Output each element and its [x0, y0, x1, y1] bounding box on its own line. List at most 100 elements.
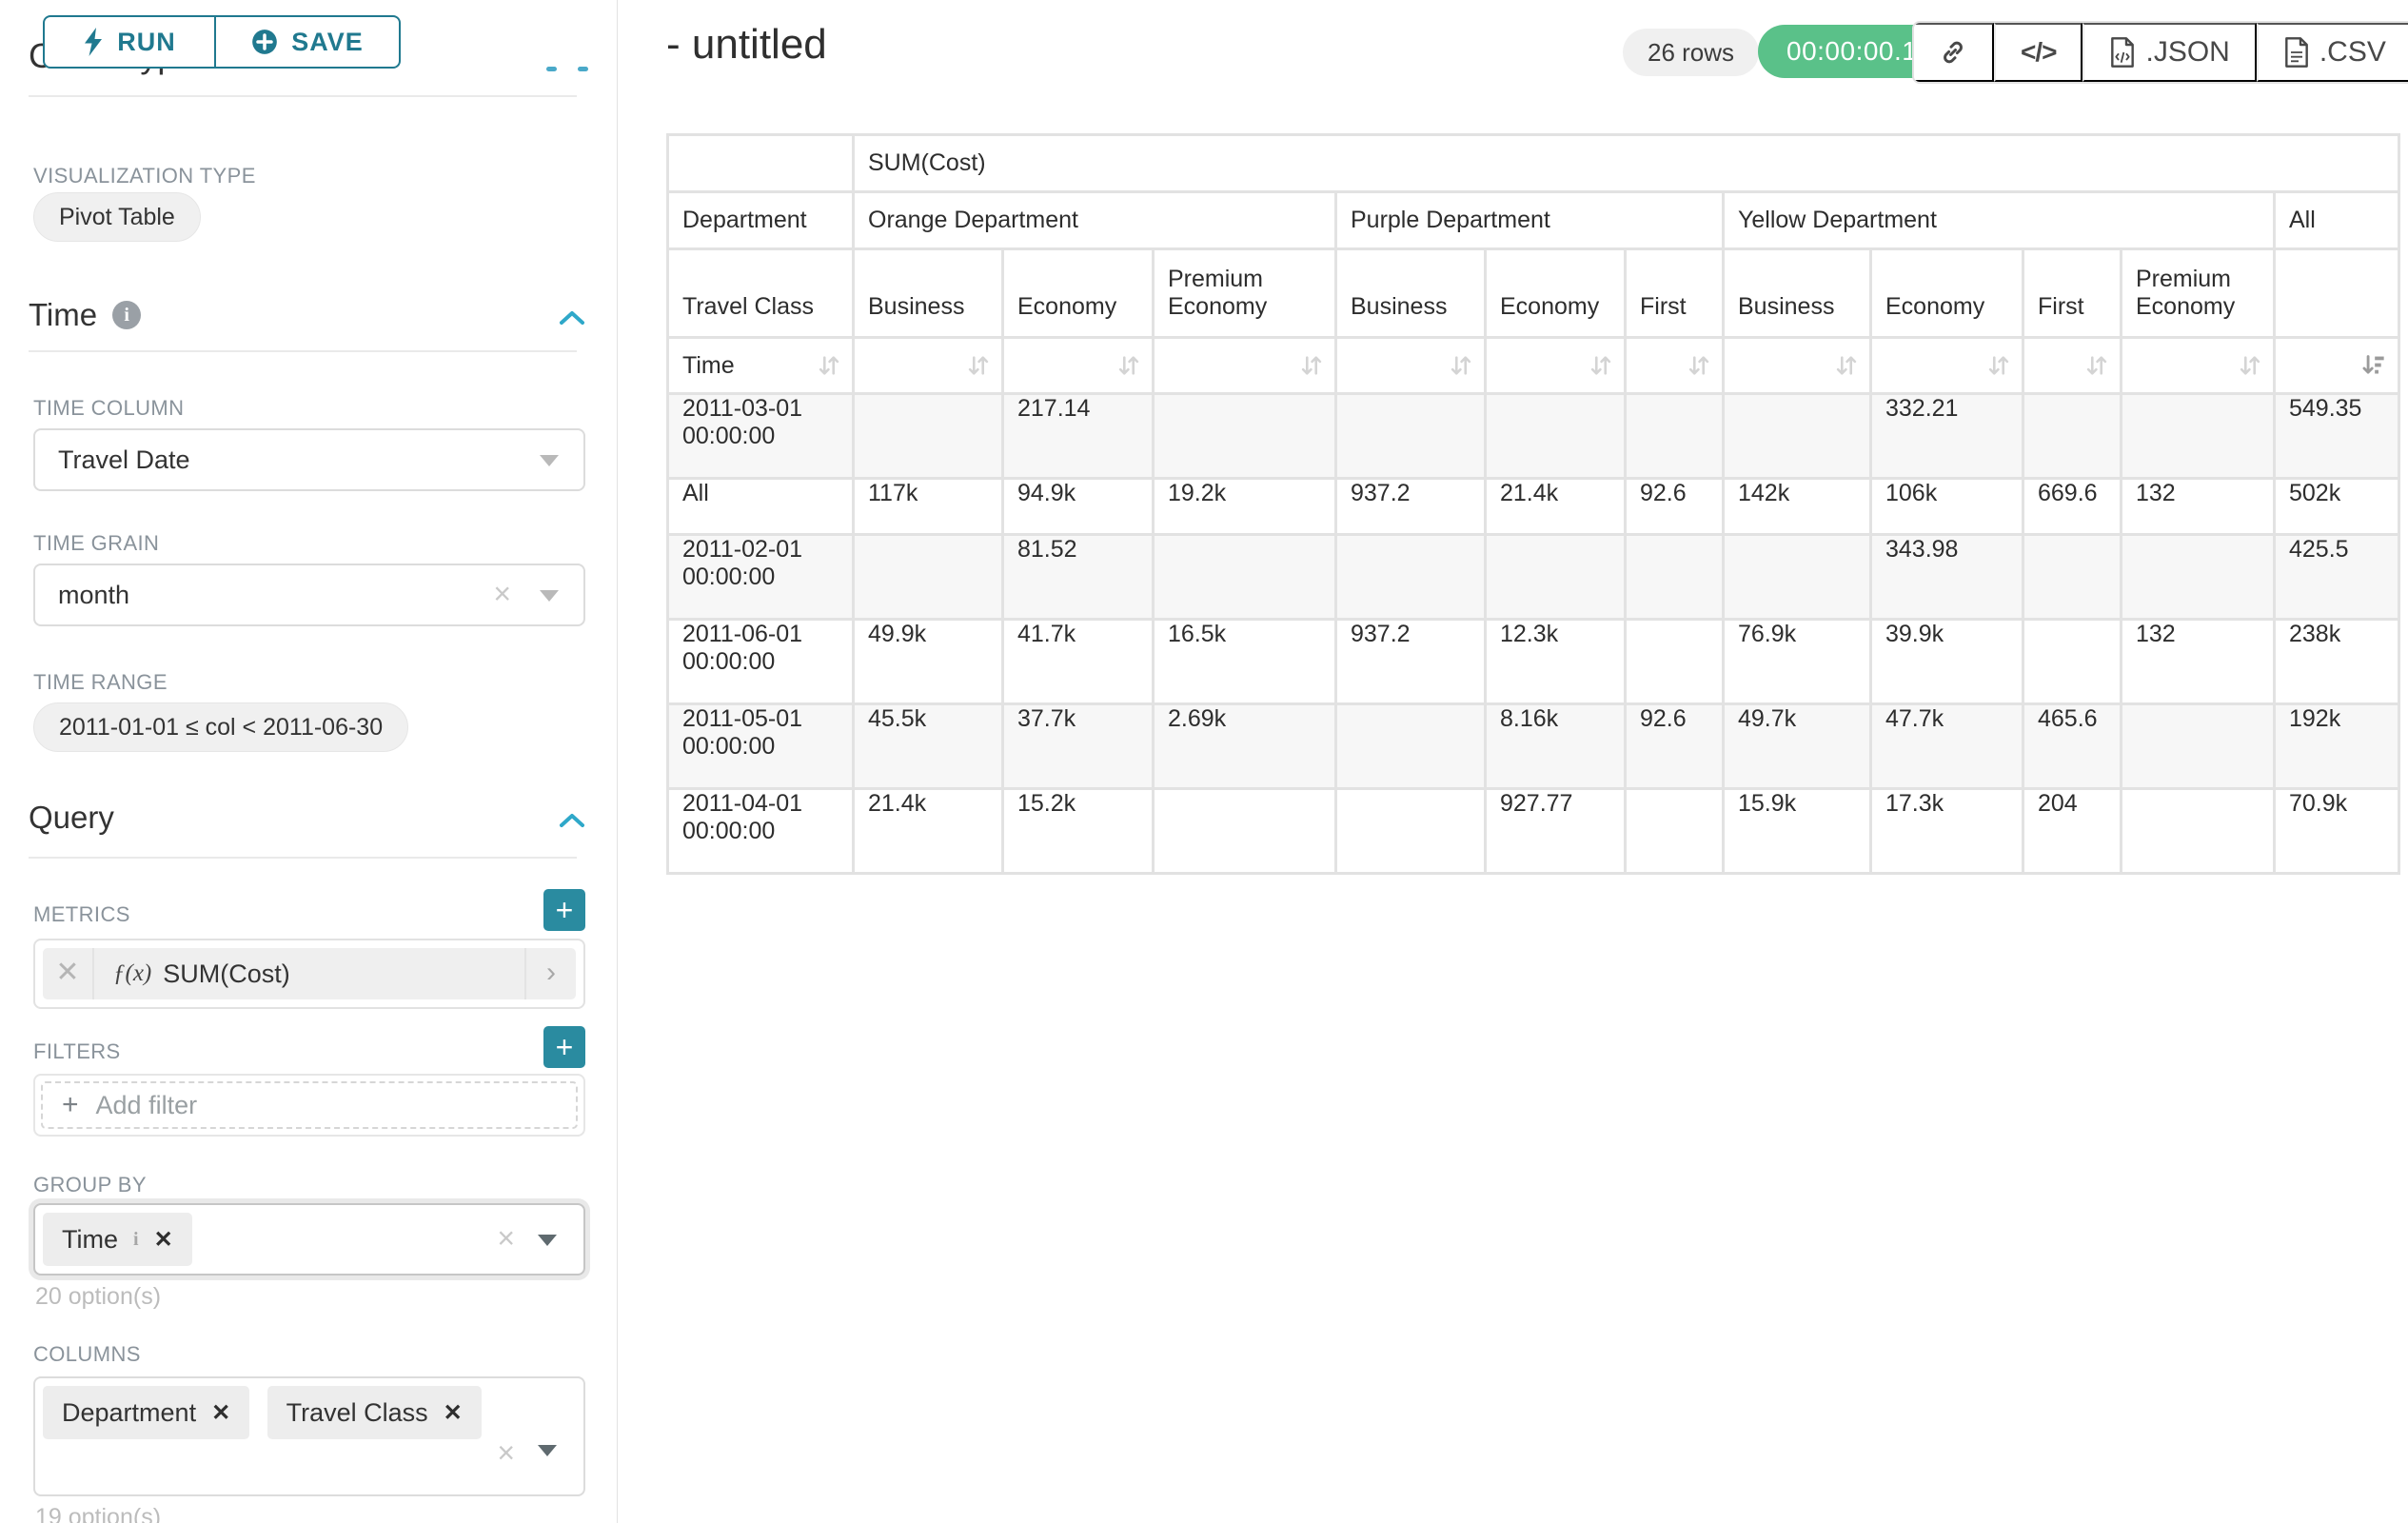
run-button[interactable]: RUN — [43, 15, 216, 69]
columns-tag[interactable]: Department ✕ — [43, 1386, 249, 1439]
cell-value: 21.4k — [855, 790, 1001, 872]
class-axis-label: Travel Class — [669, 250, 852, 336]
remove-metric-icon[interactable]: ✕ — [43, 948, 94, 999]
dept-group-header: Yellow Department — [1725, 193, 2273, 247]
remove-tag-icon[interactable]: ✕ — [211, 1399, 230, 1427]
cell-value: 927.77 — [1487, 790, 1624, 872]
column-sort-header[interactable] — [855, 339, 1001, 392]
column-sort-header[interactable] — [1872, 339, 2022, 392]
time-grain-select[interactable]: month × — [33, 564, 585, 626]
cell-value — [2024, 536, 2120, 618]
results-panel: - untitled 26 rows 00:00:00.18 </> .JSON… — [618, 0, 2408, 1523]
cell-value: 17.3k — [1872, 790, 2022, 872]
remove-tag-icon[interactable]: ✕ — [444, 1399, 463, 1427]
cell-value — [2122, 395, 2273, 477]
cell-value: 142k — [1725, 480, 1869, 533]
columns-select[interactable]: Department ✕ Travel Class ✕ × — [33, 1376, 585, 1496]
filters-label: FILTERS — [33, 1039, 121, 1064]
columns-tag[interactable]: Travel Class ✕ — [267, 1386, 482, 1439]
lightning-icon — [83, 28, 104, 56]
dept-group-header: Purple Department — [1337, 193, 1722, 247]
cell-value — [1337, 790, 1484, 872]
sort-icon — [2239, 353, 2261, 378]
cell-value — [1487, 536, 1624, 618]
column-sort-header[interactable] — [1004, 339, 1152, 392]
metric-chip[interactable]: ✕ ƒ(x) SUM(Cost) › — [43, 948, 576, 999]
column-sort-header[interactable] — [1337, 339, 1484, 392]
copy-link-button[interactable] — [1914, 23, 1994, 82]
column-sort-header[interactable] — [1487, 339, 1624, 392]
cell-value: 81.52 — [1004, 536, 1152, 618]
time-column-select[interactable]: Travel Date — [33, 428, 585, 491]
group-by-tag[interactable]: Time i ✕ — [43, 1213, 192, 1266]
add-filter-button[interactable]: + — [543, 1026, 585, 1068]
remove-tag-icon[interactable]: ✕ — [154, 1226, 173, 1254]
dept-group-header: All — [2276, 193, 2398, 247]
collapse-query-icon[interactable] — [559, 813, 585, 828]
sort-icon — [1987, 353, 2010, 378]
cell-value — [1627, 790, 1722, 872]
cell-value — [2024, 621, 2120, 702]
add-metric-button[interactable]: + — [543, 889, 585, 931]
row-label: 2011-02-01 00:00:00 — [669, 536, 852, 618]
class-header: First — [1627, 250, 1722, 336]
add-filter-area[interactable]: + Add filter — [41, 1081, 578, 1129]
time-range-chip[interactable]: 2011-01-01 ≤ col < 2011-06-30 — [33, 702, 408, 752]
cell-value: 16.5k — [1155, 621, 1334, 702]
cell-value — [2024, 395, 2120, 477]
viz-type-chip[interactable]: Pivot Table — [33, 192, 201, 242]
class-header: Economy — [1004, 250, 1152, 336]
column-info-icon: i — [133, 1229, 139, 1251]
view-query-button[interactable]: </> — [1994, 23, 2082, 82]
clear-icon[interactable]: × — [497, 1223, 515, 1254]
action-buttons: RUN SAVE — [43, 15, 401, 69]
time-sort-header[interactable]: Time — [669, 339, 852, 392]
cell-value — [1337, 705, 1484, 787]
dept-group-header: Orange Department — [855, 193, 1334, 247]
plus-circle-icon — [251, 29, 278, 55]
query-section-title: Query — [29, 800, 114, 836]
group-by-select[interactable]: Time i ✕ × — [33, 1203, 585, 1276]
drag-handle-dots[interactable] — [546, 67, 588, 71]
cell-value: 132 — [2122, 480, 2273, 533]
cell-value: 669.6 — [2024, 480, 2120, 533]
sort-icon — [1688, 353, 1710, 378]
column-sort-header[interactable] — [1725, 339, 1869, 392]
clear-icon[interactable]: × — [493, 579, 511, 609]
cell-value: 217.14 — [1004, 395, 1152, 477]
chevron-right-icon[interactable]: › — [524, 948, 576, 999]
clear-icon[interactable]: × — [497, 1437, 515, 1468]
export-toolbar: </> .JSON .CSV — [1912, 21, 2408, 84]
cell-value — [1627, 536, 1722, 618]
class-header: Premium Economy — [1155, 250, 1334, 336]
time-grain-label: TIME GRAIN — [33, 531, 159, 556]
row-label: 2011-04-01 00:00:00 — [669, 790, 852, 872]
table-row: 2011-05-01 00:00:0045.5k37.7k2.69k8.16k9… — [669, 705, 2398, 787]
export-csv-button[interactable]: .CSV — [2257, 23, 2408, 82]
cell-value — [1337, 536, 1484, 618]
cell-value: 41.7k — [1004, 621, 1152, 702]
row-label: 2011-03-01 00:00:00 — [669, 395, 852, 477]
column-sort-header[interactable] — [1155, 339, 1334, 392]
department-header-row: Department Orange Department Purple Depa… — [669, 193, 2398, 247]
chevron-down-icon — [538, 1445, 557, 1456]
add-filter-placeholder: Add filter — [96, 1091, 198, 1120]
cell-value: 94.9k — [1004, 480, 1152, 533]
chart-title[interactable]: - untitled — [666, 21, 827, 69]
column-sort-header[interactable] — [2122, 339, 2273, 392]
pivot-table: SUM(Cost) Department Orange Department P… — [666, 133, 2400, 875]
plus-icon: + — [62, 1089, 79, 1121]
cell-value: 19.2k — [1155, 480, 1334, 533]
column-sort-header[interactable] — [1627, 339, 1722, 392]
column-sort-header[interactable] — [2276, 339, 2398, 392]
column-sort-header[interactable] — [2024, 339, 2120, 392]
save-button[interactable]: SAVE — [214, 15, 401, 69]
sort-icon — [818, 353, 840, 378]
cell-value: 425.5 — [2276, 536, 2398, 618]
table-row: 2011-02-01 00:00:0081.52343.98425.5 — [669, 536, 2398, 618]
row-label: 2011-06-01 00:00:00 — [669, 621, 852, 702]
collapse-time-icon[interactable] — [559, 310, 585, 326]
class-header: Premium Economy — [2122, 250, 2273, 336]
export-json-button[interactable]: .JSON — [2082, 23, 2256, 82]
cell-value: 15.2k — [1004, 790, 1152, 872]
